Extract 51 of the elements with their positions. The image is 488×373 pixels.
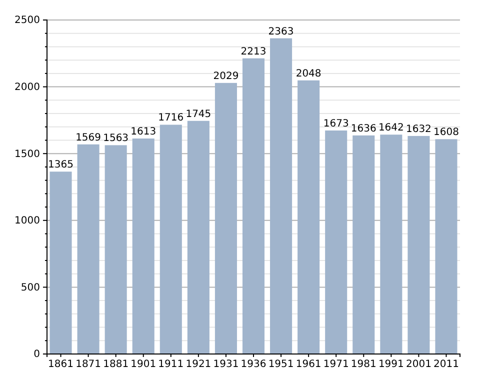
data-label: 1563: [103, 133, 129, 144]
x-tick-label: 1921: [186, 359, 212, 370]
x-tick-label: 1991: [378, 359, 404, 370]
bar: [298, 80, 320, 354]
x-tick-label: 1871: [76, 359, 102, 370]
x-tick-label: 1961: [296, 359, 322, 370]
data-label: 1613: [130, 126, 156, 138]
x-tick-label: 1951: [268, 359, 294, 370]
data-label: 2213: [240, 46, 266, 58]
data-label: 1632: [406, 124, 432, 135]
bar: [214, 82, 237, 354]
bar: [132, 138, 154, 354]
y-tick-label: 1500: [14, 148, 40, 160]
data-label: 1745: [186, 108, 212, 120]
y-tick-label: 1000: [14, 216, 40, 227]
data-label: 1673: [323, 118, 349, 130]
y-tick-label: 2500: [14, 15, 40, 26]
data-label: 1569: [76, 132, 102, 144]
y-tick-label: 2000: [14, 82, 40, 93]
x-tick-label: 1881: [103, 359, 129, 370]
bar: [380, 134, 402, 354]
x-tick-label: 2001: [406, 359, 432, 370]
bar: [50, 172, 72, 354]
data-label: 2363: [268, 26, 294, 38]
bar: [408, 136, 430, 354]
data-label: 1608: [434, 127, 459, 138]
x-tick-label: 1931: [213, 359, 239, 370]
x-tick-label: 1981: [350, 359, 376, 370]
data-label: 2048: [296, 68, 322, 80]
bar: [270, 38, 292, 354]
x-tick-label: 1901: [130, 359, 156, 370]
data-label: 1716: [158, 112, 184, 124]
bar: [104, 145, 127, 354]
bar: [352, 135, 375, 354]
bar: [325, 130, 348, 354]
data-label: 1636: [350, 123, 376, 134]
y-tick-label: 500: [20, 282, 40, 294]
x-tick-label: 1936: [240, 359, 266, 370]
x-tick-label: 1861: [48, 359, 74, 370]
bar: [242, 58, 265, 354]
bar: [435, 139, 458, 354]
data-label: 1365: [48, 160, 74, 171]
data-label: 1642: [378, 122, 404, 134]
x-tick-label: 1971: [323, 359, 349, 370]
y-tick-label: 0: [34, 349, 40, 360]
x-tick-label: 2011: [434, 359, 459, 370]
bar: [77, 144, 100, 354]
bar: [160, 124, 182, 354]
bar: [187, 120, 210, 354]
x-tick-label: 1911: [158, 359, 184, 370]
data-label: 2029: [213, 70, 239, 82]
